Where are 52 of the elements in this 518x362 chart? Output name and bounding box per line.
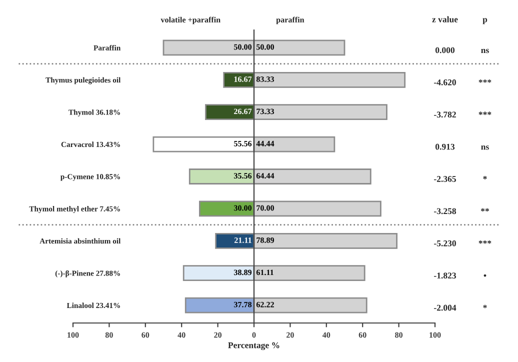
data-label: 73.33 — [256, 108, 274, 114]
data-label: 21.11 — [234, 238, 252, 243]
text: • — [484, 274, 486, 277]
annotation: -2.004 — [434, 304, 456, 311]
data-label: 38.89 — [234, 270, 252, 276]
x-tick-label: 40 — [178, 332, 186, 338]
text: ns — [481, 146, 489, 150]
data-label: 64.44 — [256, 173, 274, 179]
text: volatile +paraffin — [160, 16, 220, 24]
x-tick-label: 20 — [214, 332, 222, 338]
data-label: 70.00 — [256, 205, 274, 211]
annotation: -5.230 — [434, 240, 456, 246]
x-tick-label: 100 — [68, 332, 79, 338]
x-tick-label: 80 — [105, 332, 113, 338]
x-tick-label: 40 — [322, 332, 330, 338]
data-label: 44.44 — [256, 140, 274, 146]
annotation: -4.620 — [434, 79, 456, 86]
annotation: -2.365 — [434, 176, 456, 182]
data-label: 35.56 — [234, 173, 252, 179]
x-tick-label: 20 — [286, 332, 294, 338]
text: *** — [478, 79, 492, 83]
text: ** — [480, 208, 490, 212]
data-label: 16.67 — [234, 76, 252, 82]
text: 0.913 — [435, 144, 455, 150]
data-label: 30.00 — [234, 205, 252, 211]
data-label: 26.67 — [234, 108, 252, 114]
data-label: 37.78 — [234, 302, 252, 308]
x-tick-label: 80 — [395, 332, 403, 338]
x-axis-title: Percentage % — [228, 342, 280, 350]
x-tick-label: 0 — [252, 332, 256, 338]
text: * — [483, 176, 487, 180]
text: *** — [478, 240, 492, 244]
x-tick-label: 60 — [142, 332, 150, 338]
annotation: -3.782 — [434, 112, 456, 118]
data-label: 55.56 — [234, 140, 252, 146]
x-tick-label: 60 — [358, 332, 366, 338]
text: paraffin — [276, 16, 304, 24]
x-tick-label: 100 — [430, 332, 441, 338]
data-label: 50.00 — [234, 44, 252, 50]
data-label: 78.89 — [256, 237, 274, 243]
text: 0.000 — [435, 47, 455, 54]
data-label: 50.00 — [256, 44, 274, 50]
text: ns — [481, 48, 489, 54]
annotation: -1.823 — [434, 272, 456, 279]
data-label: 62.22 — [256, 302, 274, 308]
text: * — [483, 304, 487, 308]
text: *** — [478, 112, 492, 115]
data-label: 83.33 — [256, 76, 274, 82]
data-label: 61.11 — [256, 270, 274, 276]
text: p — [482, 18, 488, 24]
text: z value — [432, 16, 458, 22]
annotation: -3.258 — [434, 208, 456, 214]
